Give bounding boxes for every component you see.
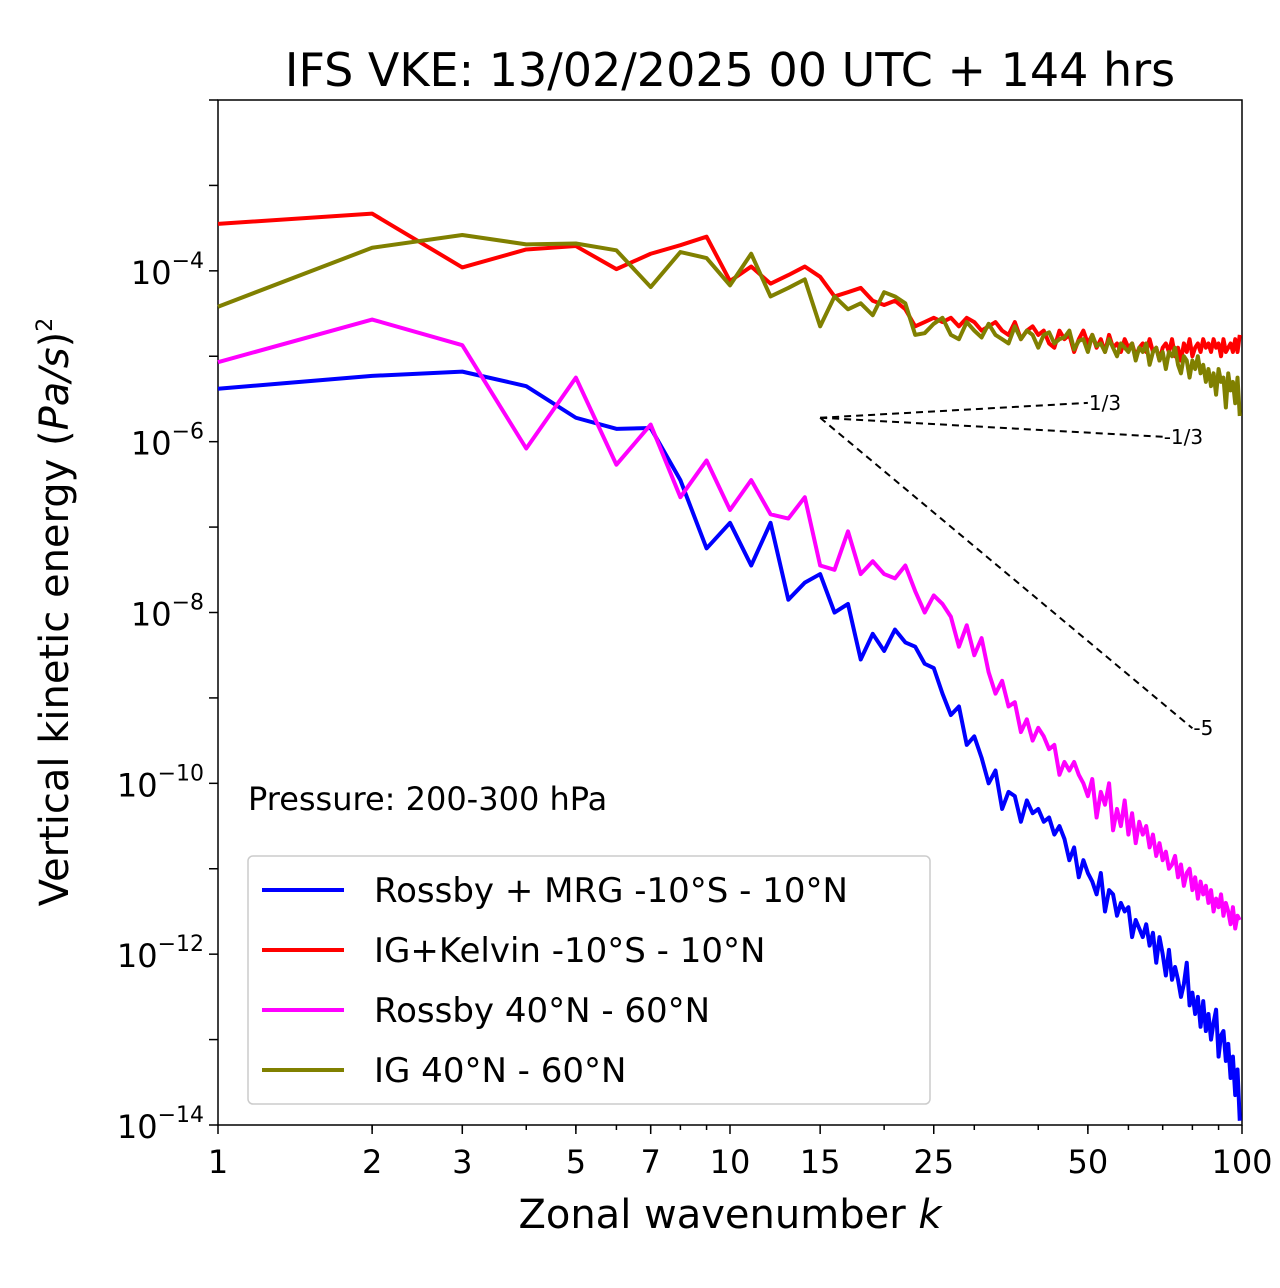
series-line-2 [217,211,1242,363]
legend-label-3: Rossby 40°N - 60°N [374,991,710,1031]
x-axis-ticks: 1 2 3 5 7 10 15 25 50 100 [208,1125,1273,1181]
series-line-1 [217,369,1242,1121]
legend: Rossby + MRG -10°S - 10°N IG+Kelvin -10°S… [247,855,931,1105]
pressure-annotation: Pressure: 200-300 hPa [248,780,607,818]
x-tick-label: 2 [362,1143,382,1181]
x-tick-label: 5 [566,1143,586,1181]
legend-label-2: IG+Kelvin -10°S - 10°N [374,931,765,971]
slope-line-2 [820,416,1163,438]
y-axis-ticks: 10−4 10−6 10−8 10−10 10−12 10−14 [117,99,218,1146]
chart-title: IFS VKE: 13/02/2025 00 UTC + 144 hrs [285,43,1175,97]
y-tick-label: 10−8 [131,591,204,634]
slope-label-2: -1/3 [1164,425,1203,449]
x-tick-label: 50 [1068,1143,1109,1181]
legend-label-4: IG 40°N - 60°N [374,1051,626,1091]
legend-label-1: Rossby + MRG -10°S - 10°N [374,871,848,911]
series-line-3 [217,317,1242,931]
x-tick-label: 100 [1211,1143,1272,1181]
y-tick-label: 10−6 [131,420,204,463]
x-tick-label: 3 [452,1143,472,1181]
y-axis-label: Vertical kinetic energy (Pa/s)2 [32,318,78,906]
x-tick-label: 10 [710,1143,751,1181]
y-tick-label: 10−14 [117,1103,204,1146]
slope-line-1 [820,401,1088,419]
legend-items: Rossby + MRG -10°S - 10°N IG+Kelvin -10°S… [262,871,848,1091]
x-tick-label: 1 [208,1143,228,1181]
slope-line-3 [819,416,1194,730]
slope-label-1: 1/3 [1089,391,1121,415]
series-layer [217,211,1242,1121]
y-tick-label: 10−10 [117,761,204,804]
series-line-4 [217,232,1242,417]
x-tick-label: 25 [913,1143,954,1181]
y-tick-label: 10−12 [117,932,204,975]
slope-label-3: -5 [1193,716,1213,740]
x-tick-label: 7 [641,1143,661,1181]
reference-slopes: 1/3 -1/3 -5 [819,391,1213,740]
y-tick-label: 10−4 [131,249,204,292]
x-tick-label: 15 [800,1143,841,1181]
legend-frame [247,855,931,1105]
x-axis-label: Zonal wavenumber k [518,1192,943,1238]
